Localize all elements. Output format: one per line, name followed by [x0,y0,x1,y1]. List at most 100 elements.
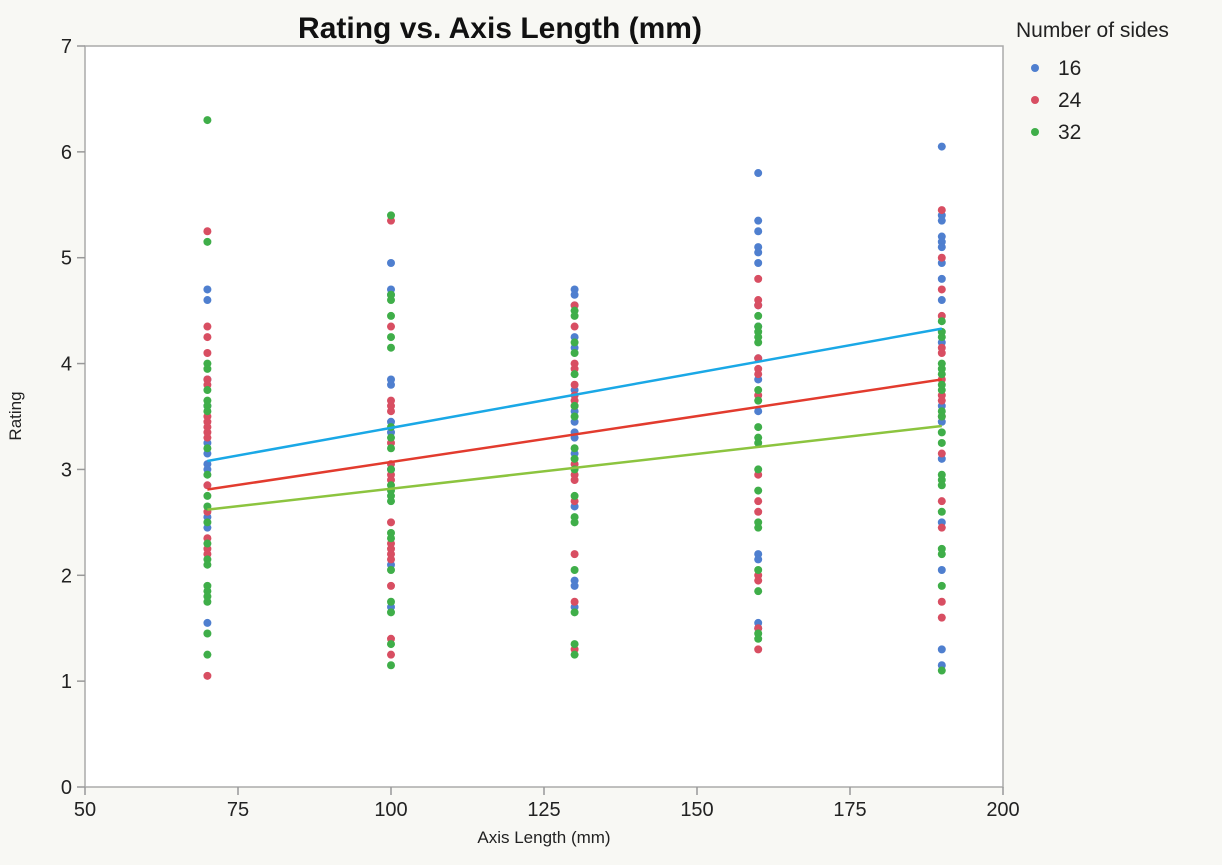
data-point-24 [937,449,946,458]
y-tick-label: 4 [61,354,72,376]
data-point-16 [754,407,763,416]
data-point-24 [937,523,946,532]
y-tick-label: 5 [61,248,72,270]
data-point-32 [387,343,395,352]
data-point-32 [754,396,763,405]
data-point-32 [937,428,946,437]
data-point-32 [570,444,579,453]
data-point-24 [387,650,395,659]
plot-area [84,45,1004,788]
data-point-24 [203,671,212,680]
data-point-32 [570,608,579,617]
x-axis: 50 75 100 125 150 175 200 [74,787,1020,821]
data-points [203,116,946,680]
data-point-16 [203,296,212,305]
data-point-24 [570,380,579,389]
data-point-32 [387,311,395,320]
legend-marker-32 [1031,128,1039,136]
data-point-32 [203,518,212,527]
data-point-32 [754,423,763,432]
data-point-32 [937,666,946,675]
data-point-16 [387,380,395,389]
data-point-32 [570,412,579,421]
data-point-32 [387,465,395,474]
data-point-24 [387,581,395,590]
y-tick-label: 3 [61,459,72,481]
x-tick-label: 75 [227,799,249,821]
data-point-24 [387,322,395,331]
data-point-24 [754,370,763,379]
x-tick-label: 100 [374,799,407,821]
fit-line-2 [207,378,942,491]
x-tick-label: 50 [74,799,96,821]
data-point-16 [754,216,763,225]
y-tick-label: 7 [61,36,72,58]
x-tick-label: 125 [527,799,560,821]
data-point-32 [387,497,395,506]
data-point-24 [937,285,946,294]
data-point-32 [387,661,395,670]
data-point-32 [387,565,395,574]
fit-line-3 [207,424,942,511]
legend: Number of sides 16 24 32 [1016,19,1169,144]
y-tick-label: 0 [61,777,72,799]
data-point-32 [754,465,763,474]
data-point-32 [387,608,395,617]
data-point-32 [387,433,395,442]
y-axis: 0 1 2 3 4 5 6 7 [61,36,85,799]
data-point-24 [937,597,946,606]
x-tick-label: 150 [680,799,713,821]
y-tick-label: 2 [61,565,72,587]
data-point-24 [570,550,579,559]
data-point-24 [570,476,579,485]
data-point-24 [754,645,763,654]
data-point-24 [203,348,212,357]
data-point-16 [203,618,212,627]
data-point-32 [203,470,212,479]
data-point-32 [203,629,212,638]
data-point-16 [387,259,395,268]
legend-title: Number of sides [1016,19,1169,42]
fit-lines [207,327,943,511]
data-point-32 [754,523,763,532]
data-point-24 [570,597,579,606]
data-point-32 [937,412,946,421]
data-point-24 [754,301,763,310]
data-point-24 [937,206,946,215]
data-point-32 [570,311,579,320]
data-point-16 [937,216,946,225]
data-point-32 [203,560,212,569]
data-point-16 [570,290,579,299]
data-point-32 [570,640,579,649]
data-point-24 [754,274,763,283]
data-point-32 [203,116,212,125]
data-point-24 [203,433,212,442]
legend-label-32: 32 [1058,121,1081,144]
data-point-16 [937,565,946,574]
data-point-32 [570,348,579,357]
data-point-32 [754,311,763,320]
data-point-32 [754,565,763,574]
data-point-24 [937,348,946,357]
data-point-24 [203,322,212,331]
fit-line-1 [207,327,943,463]
chart-title: Rating vs. Axis Length (mm) [298,12,702,45]
data-point-16 [754,227,763,236]
x-axis-label: Axis Length (mm) [477,828,610,847]
data-point-16 [937,645,946,654]
data-point-32 [754,386,763,395]
data-point-32 [937,438,946,447]
legend-label-24: 24 [1058,89,1082,112]
data-point-16 [937,296,946,305]
data-point-32 [203,444,212,453]
data-point-32 [570,370,579,379]
data-point-24 [754,576,763,585]
data-point-32 [754,338,763,347]
data-point-32 [203,364,212,373]
data-point-32 [203,407,212,416]
data-point-24 [203,227,212,236]
data-point-32 [937,481,946,490]
data-point-24 [387,555,395,564]
